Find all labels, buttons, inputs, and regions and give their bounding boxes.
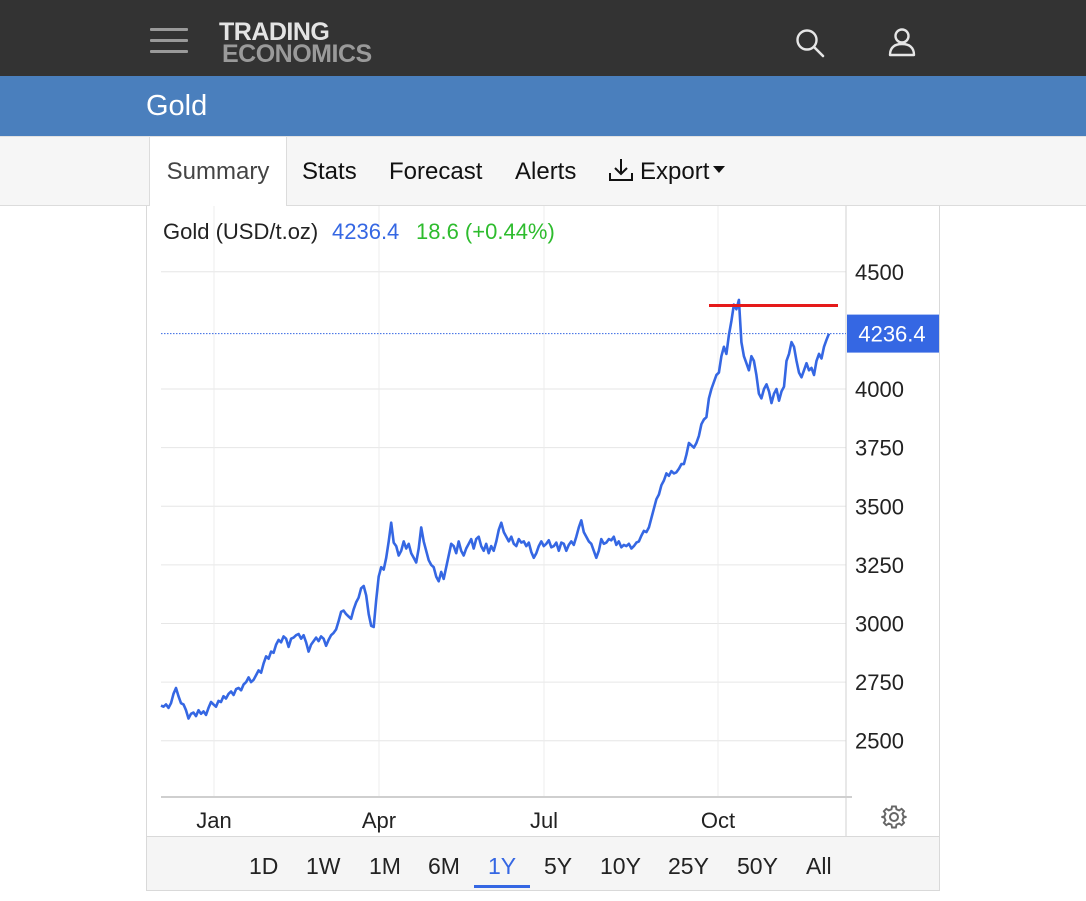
hamburger-menu-icon[interactable] [150, 26, 188, 56]
active-range-indicator [474, 885, 530, 888]
chart-series [160, 298, 831, 720]
tab-stats[interactable]: Stats [302, 158, 357, 185]
y-tick-label-2500: 2500 [855, 729, 904, 754]
x-tick-label-jul: Jul [530, 808, 558, 833]
range-button-1w[interactable]: 1W [306, 853, 341, 879]
range-button-5y[interactable]: 5Y [544, 853, 573, 879]
range-button-50y[interactable]: 50Y [737, 853, 778, 879]
price-chart[interactable]: 4236.4 Gold (USD/t.oz) 4236.4 18.6 (+0.4… [147, 206, 941, 836]
chart-markers: 4236.4 [161, 304, 939, 353]
range-button-1y[interactable]: 1Y [488, 853, 517, 879]
chevron-down-icon [713, 166, 726, 174]
title-bar: Gold [0, 76, 1086, 136]
y-tick-label-3000: 3000 [855, 611, 904, 636]
download-icon [609, 158, 633, 181]
top-navigation-bar: TRADING ECONOMICS [0, 0, 1086, 76]
range-button-25y[interactable]: 25Y [668, 853, 709, 879]
range-button-10y[interactable]: 10Y [600, 853, 641, 879]
range-button-6m[interactable]: 6M [428, 853, 460, 879]
tab-bar: Summary Stats Forecast Alerts Export [0, 136, 1086, 207]
quote-price: 4236.4 [332, 219, 399, 244]
x-tick-label-apr: Apr [362, 808, 396, 833]
tab-forecast[interactable]: Forecast [389, 158, 483, 185]
trading-economics-logo[interactable]: TRADING ECONOMICS [219, 19, 409, 67]
export-label: Export [640, 158, 710, 185]
quote-change: 18.6 (+0.44%) [416, 219, 555, 244]
search-icon[interactable] [794, 27, 826, 59]
quote-name: Gold (USD/t.oz) [163, 219, 318, 244]
gear-icon[interactable] [881, 804, 907, 830]
page-title: Gold [146, 90, 208, 122]
current-value-label: 4236.4 [858, 322, 925, 347]
price-series-line [160, 298, 831, 720]
y-tick-label-4000: 4000 [855, 377, 904, 402]
x-tick-label-oct: Oct [701, 808, 735, 833]
user-icon[interactable] [886, 26, 918, 58]
y-tick-label-3750: 3750 [855, 436, 904, 461]
range-button-all[interactable]: All [806, 853, 832, 879]
time-range-bar: 1D 1W 1M 6M 1Y 5Y 10Y 25Y 50Y All [146, 836, 940, 891]
tab-alerts[interactable]: Alerts [515, 158, 577, 185]
current-value-badge [847, 314, 939, 353]
chart-card: 4236.4 Gold (USD/t.oz) 4236.4 18.6 (+0.4… [146, 206, 940, 891]
y-tick-label-3250: 3250 [855, 553, 904, 578]
chart-axes [161, 206, 852, 836]
logo-line-2: ECONOMICS [222, 40, 372, 68]
tab-export[interactable]: Export [608, 137, 726, 206]
range-button-1m[interactable]: 1M [369, 853, 401, 879]
chart-labels: Gold (USD/t.oz) 4236.4 18.6 (+0.44%) 250… [163, 219, 904, 833]
y-tick-label-3500: 3500 [855, 494, 904, 519]
y-tick-label-2750: 2750 [855, 670, 904, 695]
x-tick-label-jan: Jan [196, 808, 231, 833]
chart-gridlines [161, 206, 846, 797]
y-tick-label-4500: 4500 [855, 260, 904, 285]
logo-line-1: TRADING [219, 18, 330, 46]
tab-summary[interactable]: Summary [149, 137, 287, 207]
range-button-1d[interactable]: 1D [249, 853, 279, 879]
